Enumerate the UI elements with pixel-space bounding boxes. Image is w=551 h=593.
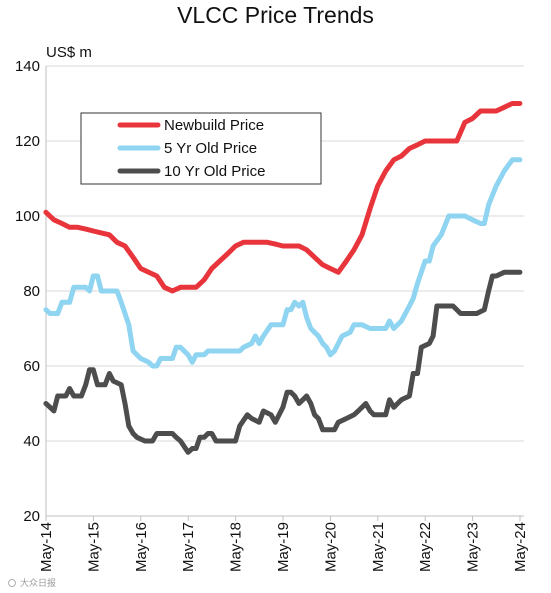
x-tick-label: May-24	[512, 522, 529, 572]
watermark: 大众日报	[8, 577, 56, 589]
y-tick-label: 140	[15, 58, 40, 75]
x-tick-label: May-16	[133, 522, 150, 572]
x-tick-label: May-15	[85, 522, 102, 572]
gridlines	[46, 65, 524, 442]
legend-label: 5 Yr Old Price	[164, 140, 257, 157]
legend-label: Newbuild Price	[164, 117, 264, 134]
x-axis-ticks: May-14 May-15 May-16 May-17 May-18 May-19 May-…	[38, 516, 529, 572]
axes	[45, 66, 524, 517]
y-tick-label: 60	[23, 358, 40, 375]
y-tick-label: 100	[15, 208, 40, 225]
x-tick-label: May-14	[38, 522, 55, 572]
series-lines	[43, 101, 523, 455]
x-tick-label: May-23	[465, 522, 482, 572]
legend: Newbuild Price 5 Yr Old Price 10 Yr Old Pr…	[80, 112, 322, 185]
x-tick-label: May-21	[370, 522, 387, 572]
x-tick-label: May-22	[417, 522, 434, 572]
series-line-10-yr-old-price	[43, 269, 523, 455]
y-tick-label: 120	[15, 133, 40, 150]
y-tick-label: 40	[23, 433, 40, 450]
y-axis-ticks: 20 40 60 80 100 120 140	[15, 58, 40, 525]
watermark-icon	[8, 579, 16, 587]
y-tick-label: 80	[23, 283, 40, 300]
y-axis-unit-label: US$ m	[46, 44, 92, 61]
y-tick-label: 20	[23, 508, 40, 525]
x-tick-label: May-20	[322, 522, 339, 572]
chart-title: VLCC Price Trends	[177, 2, 374, 28]
series-line-5-yr-old-price	[43, 157, 523, 369]
series-line-newbuild-price	[43, 101, 523, 294]
x-tick-label: May-19	[275, 522, 292, 572]
x-tick-label: May-17	[180, 522, 197, 572]
watermark-text: 大众日报	[20, 577, 56, 589]
legend-label: 10 Yr Old Price	[164, 163, 265, 180]
x-tick-label: May-18	[228, 522, 245, 572]
